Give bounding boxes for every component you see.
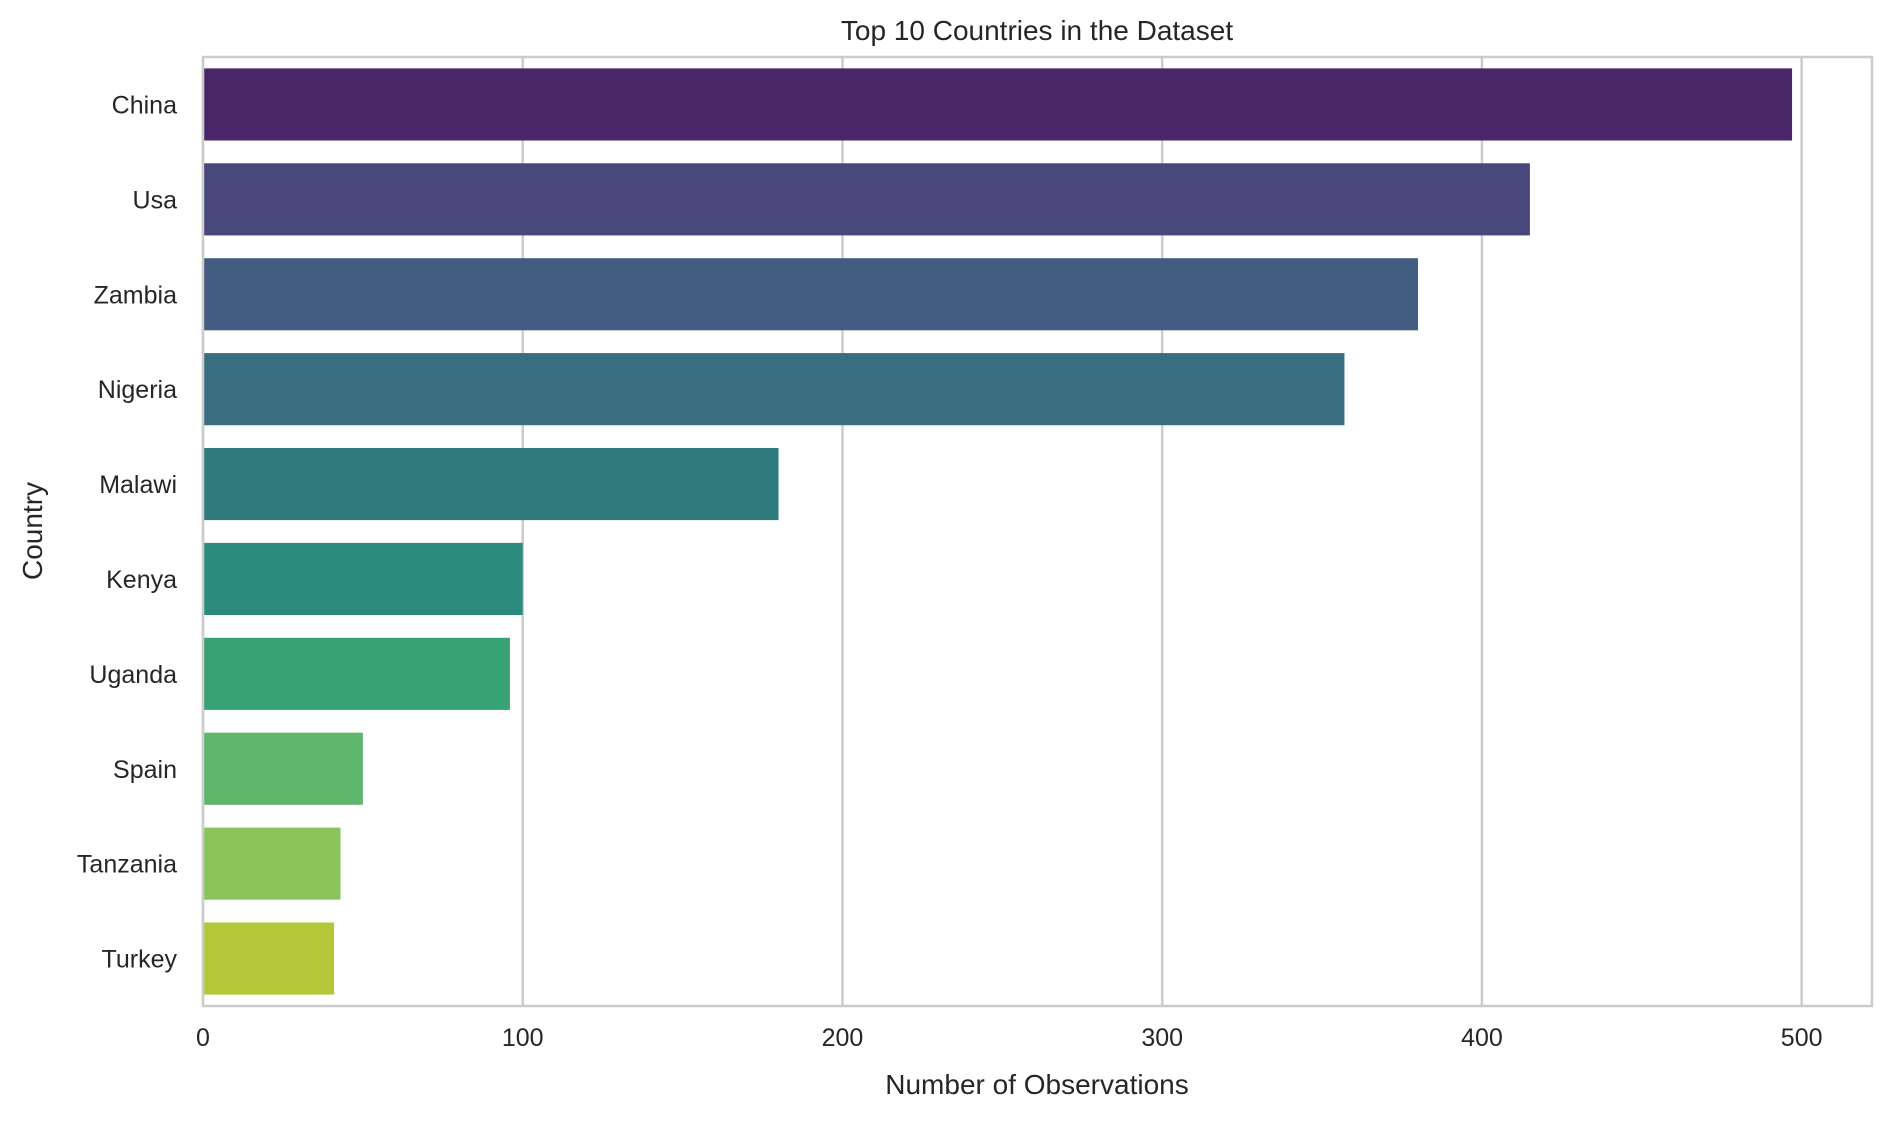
bar-spain — [203, 732, 363, 805]
x-tick-label: 0 — [196, 1024, 210, 1052]
bar-usa — [203, 163, 1530, 236]
y-tick-label: Usa — [133, 186, 178, 214]
y-tick-label: China — [112, 91, 177, 119]
bars-layer — [203, 68, 1793, 995]
y-tick-label: Tanzania — [77, 851, 177, 879]
bar-uganda — [203, 637, 510, 710]
y-tick-labels: China Usa Zambia Nigeria Malawi Kenya Uganda Sp… — [77, 91, 178, 973]
y-axis-label: Country — [17, 482, 48, 580]
x-tick-label: 400 — [1461, 1024, 1503, 1052]
bar-zambia — [203, 258, 1418, 331]
bar-malawi — [203, 447, 779, 521]
x-tick-label: 500 — [1781, 1024, 1823, 1052]
bar-china — [203, 68, 1793, 141]
bar-tanzania — [203, 827, 341, 900]
y-tick-label: Malawi — [99, 471, 177, 499]
y-tick-label: Turkey — [102, 946, 178, 974]
plot-frame — [201, 55, 1874, 1008]
x-tick-label: 300 — [1141, 1024, 1183, 1052]
x-tick-label: 100 — [502, 1024, 544, 1052]
bar-nigeria — [203, 353, 1345, 426]
chart-title: Top 10 Countries in the Dataset — [841, 15, 1233, 46]
y-tick-label: Uganda — [89, 661, 177, 689]
x-tick-label: 200 — [822, 1024, 864, 1052]
y-tick-label: Zambia — [94, 281, 177, 309]
bar-turkey — [203, 922, 335, 995]
x-tick-labels: 0 100 200 300 400 500 — [196, 1024, 1822, 1052]
y-tick-label: Spain — [113, 756, 177, 784]
y-tick-label: Nigeria — [98, 376, 177, 404]
x-axis-label: Number of Observations — [885, 1069, 1188, 1100]
bar-kenya — [203, 542, 523, 616]
y-tick-label: Kenya — [106, 566, 177, 594]
